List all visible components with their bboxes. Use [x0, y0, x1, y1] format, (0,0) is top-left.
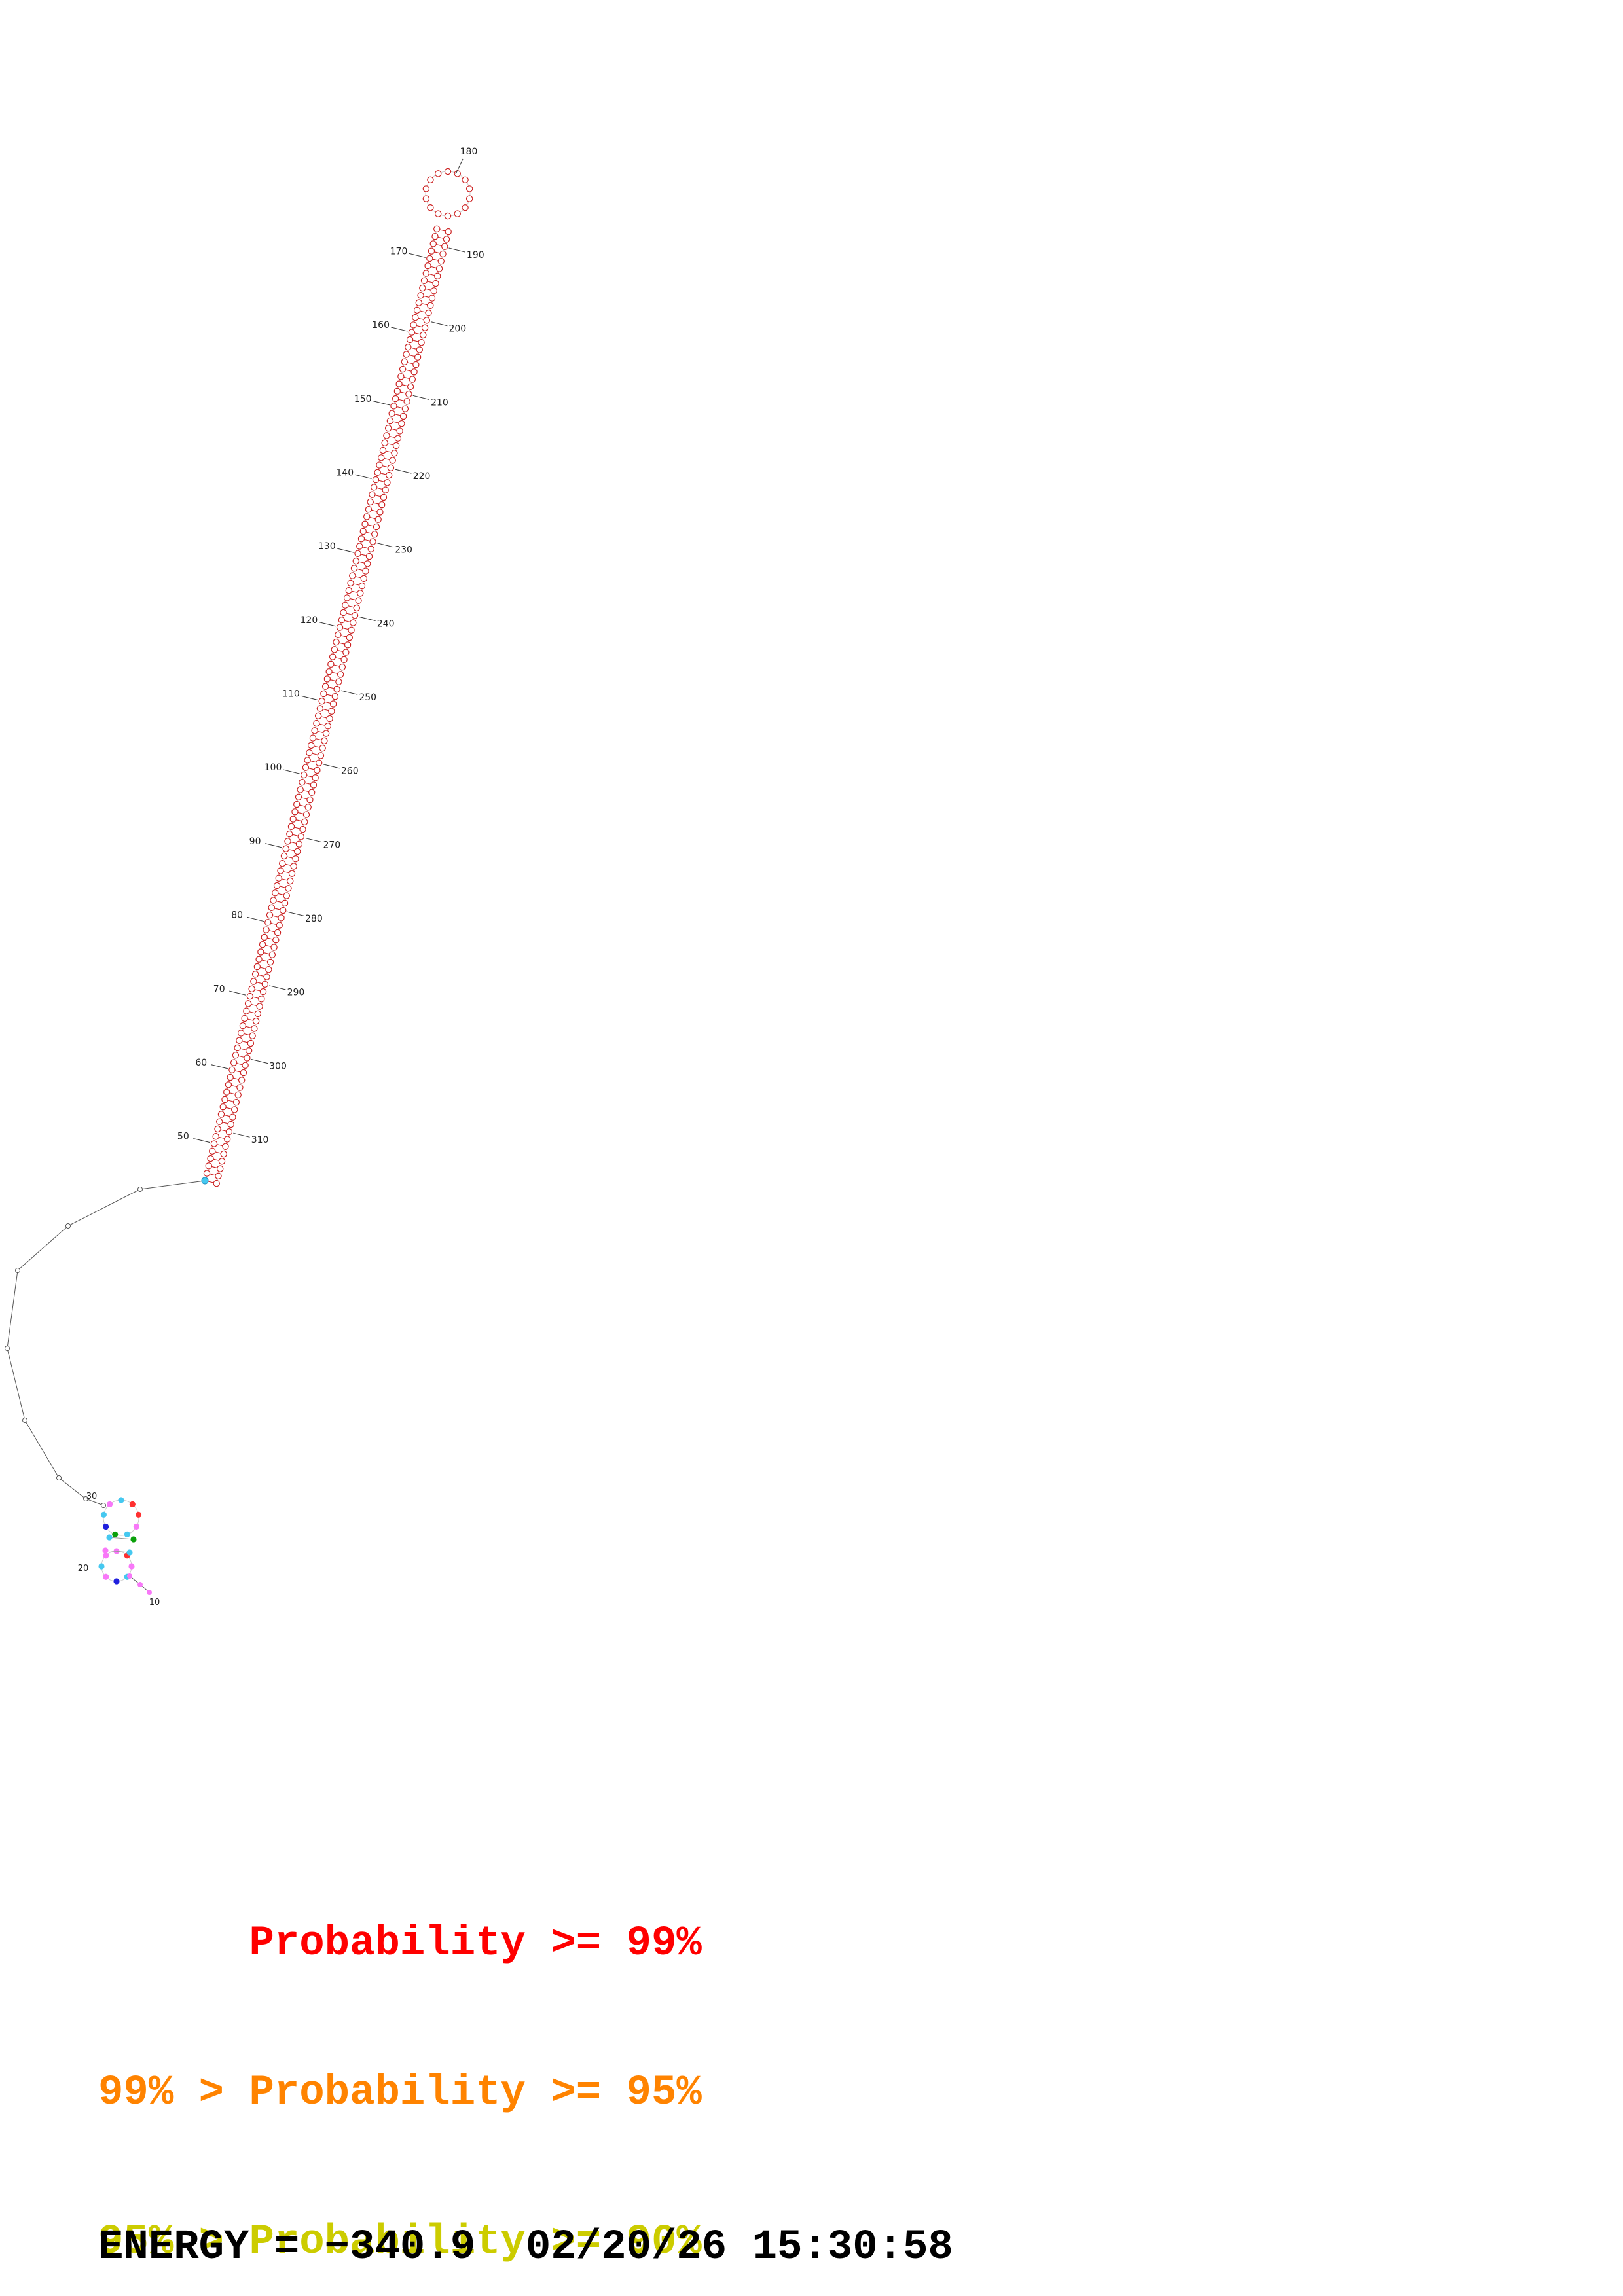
svg-text:120: 120 [301, 615, 318, 626]
svg-text:30: 30 [86, 1492, 98, 1501]
svg-text:230: 230 [395, 545, 412, 556]
svg-text:110: 110 [282, 689, 300, 700]
probability-legend: Probability >= 99% 99% > Probability >= … [98, 1820, 702, 2296]
legend-item-99: Probability >= 99% [98, 1920, 702, 1967]
svg-text:140: 140 [336, 468, 354, 478]
legend-item-95: 99% > Probability >= 95% [98, 2070, 702, 2117]
svg-text:290: 290 [287, 988, 305, 998]
svg-text:200: 200 [448, 324, 466, 334]
svg-text:180: 180 [460, 147, 478, 157]
svg-text:130: 130 [318, 541, 336, 552]
svg-text:210: 210 [431, 397, 448, 408]
svg-text:50: 50 [177, 1132, 189, 1142]
svg-text:240: 240 [377, 619, 395, 629]
svg-text:170: 170 [390, 246, 408, 257]
svg-text:70: 70 [213, 984, 225, 994]
svg-text:160: 160 [372, 320, 390, 331]
svg-text:310: 310 [251, 1135, 269, 1145]
svg-text:250: 250 [359, 692, 376, 703]
svg-text:10: 10 [149, 1598, 160, 1607]
svg-text:90: 90 [249, 836, 261, 847]
svg-text:150: 150 [354, 394, 372, 404]
svg-text:60: 60 [195, 1058, 207, 1068]
energy-readout: ENERGY = −340.9 02/20/26 15:30:58 [98, 2224, 953, 2271]
legend-item-90: 95% > Probability >= 90% [98, 2219, 702, 2266]
svg-text:260: 260 [341, 766, 359, 777]
svg-text:220: 220 [413, 471, 431, 482]
svg-text:270: 270 [323, 840, 340, 850]
svg-text:80: 80 [231, 910, 243, 921]
svg-text:190: 190 [467, 250, 484, 260]
svg-text:20: 20 [78, 1564, 89, 1573]
svg-text:100: 100 [264, 762, 282, 773]
svg-text:280: 280 [305, 914, 323, 924]
svg-text:300: 300 [269, 1061, 287, 1071]
